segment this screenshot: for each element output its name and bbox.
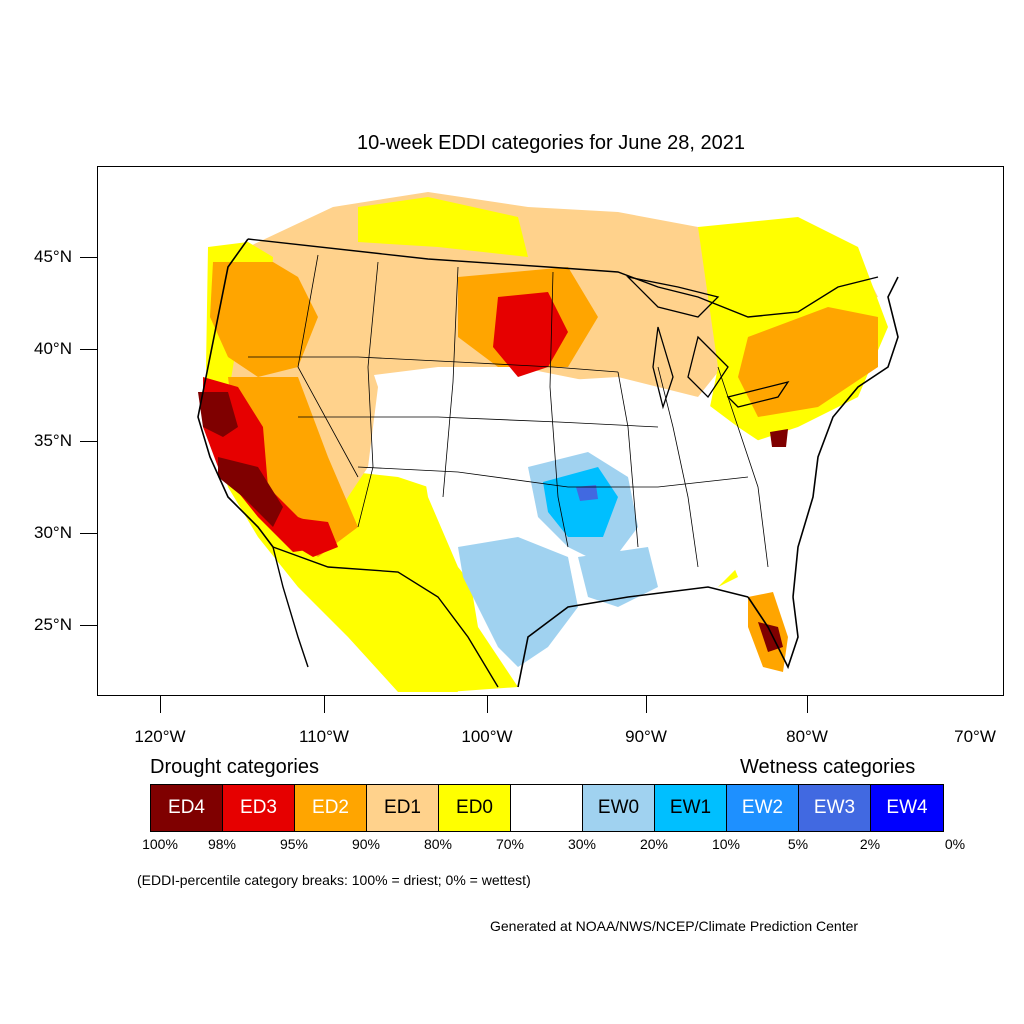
- gulf-coast: [517, 586, 749, 688]
- percent-break: 0%: [944, 836, 966, 852]
- lat-tick-35: [80, 441, 97, 442]
- lon-label-100: 100°W: [461, 727, 513, 746]
- map-panel: [97, 166, 1004, 696]
- lon-tick-120: [160, 696, 161, 713]
- legend-box-ew0: EW0: [583, 785, 655, 831]
- lat-tick-30: [80, 533, 97, 534]
- region-ed0-south: [308, 467, 518, 692]
- legend-box-ed3: ED3: [223, 785, 295, 831]
- lat-label-30: 30°N: [34, 523, 72, 542]
- wetness-heading: Wetness categories: [740, 756, 916, 778]
- credit-line: Generated at NOAA/NWS/NCEP/Climate Predi…: [490, 918, 859, 934]
- lon-tick-100: [487, 696, 488, 713]
- percent-break: 30%: [567, 836, 597, 852]
- legend-box-ew2: EW2: [727, 785, 799, 831]
- legend-box-ew1: EW1: [655, 785, 727, 831]
- region-ed0-north: [358, 197, 528, 257]
- region-ed4-va: [770, 429, 788, 447]
- lon-label-120: 120°W: [134, 727, 186, 746]
- region-ew0-la: [578, 547, 658, 607]
- percent-break: 20%: [639, 836, 669, 852]
- eddi-map: [197, 192, 899, 692]
- percent-break: 80%: [423, 836, 453, 852]
- percent-break: 2%: [859, 836, 881, 852]
- percent-break: 90%: [351, 836, 381, 852]
- legend-box-neutral: [511, 785, 583, 831]
- legend-box-ew3: EW3: [799, 785, 871, 831]
- lat-tick-45: [80, 257, 97, 258]
- region-ed2-sw: [228, 377, 358, 557]
- percent-break: 98%: [207, 836, 237, 852]
- category-legend: ED4 ED3 ED2 ED1 ED0 EW0 EW1 EW2 EW3 EW4: [150, 784, 944, 832]
- us-canada-border: [247, 238, 879, 318]
- lon-label-70: 70°W: [954, 727, 996, 746]
- state-boundaries: [248, 254, 769, 568]
- florida-coast: [747, 596, 799, 670]
- region-ed3-az: [288, 517, 338, 557]
- lon-label-80: 80°W: [786, 727, 828, 746]
- mexico-border: [272, 546, 499, 688]
- region-ew1-ark: [543, 467, 618, 537]
- category-note: (EDDI-percentile category breaks: 100% =…: [137, 872, 531, 888]
- legend-box-ed1: ED1: [367, 785, 439, 831]
- drought-heading: Drought categories: [150, 756, 319, 778]
- map-title: 10-week EDDI categories for June 28, 202…: [357, 132, 745, 154]
- lat-label-45: 45°N: [34, 247, 72, 266]
- west-coast: [197, 238, 274, 548]
- great-lakes: [626, 275, 790, 410]
- lon-tick-80: [807, 696, 808, 713]
- legend-box-ed0: ED0: [439, 785, 511, 831]
- lat-label-40: 40°N: [34, 339, 72, 358]
- percent-break: 100%: [142, 836, 178, 852]
- region-ew0-tx: [458, 537, 578, 667]
- lon-label-110: 110°W: [299, 727, 349, 746]
- legend-box-ed2: ED2: [295, 785, 367, 831]
- legend-box-ew4: EW4: [871, 785, 943, 831]
- percent-break: 70%: [495, 836, 525, 852]
- lon-tick-90: [646, 696, 647, 713]
- lon-label-90: 90°W: [625, 727, 667, 746]
- percent-break: 95%: [279, 836, 309, 852]
- region-ed3-mn: [493, 292, 568, 377]
- percent-break: 5%: [787, 836, 809, 852]
- region-ed2-northwest: [210, 262, 318, 377]
- lat-tick-40: [80, 349, 97, 350]
- region-ew3-ark: [576, 485, 598, 501]
- lat-label-25: 25°N: [34, 615, 72, 634]
- east-coast: [792, 276, 899, 598]
- region-ed4-ca: [198, 392, 238, 437]
- percent-break: 10%: [711, 836, 741, 852]
- lon-tick-110: [324, 696, 325, 713]
- region-ed2-ne: [738, 307, 878, 417]
- baja-coast: [272, 546, 309, 668]
- lat-label-35: 35°N: [34, 431, 72, 450]
- lat-tick-25: [80, 625, 97, 626]
- legend-box-ed4: ED4: [151, 785, 223, 831]
- region-ed4-sca: [218, 457, 283, 527]
